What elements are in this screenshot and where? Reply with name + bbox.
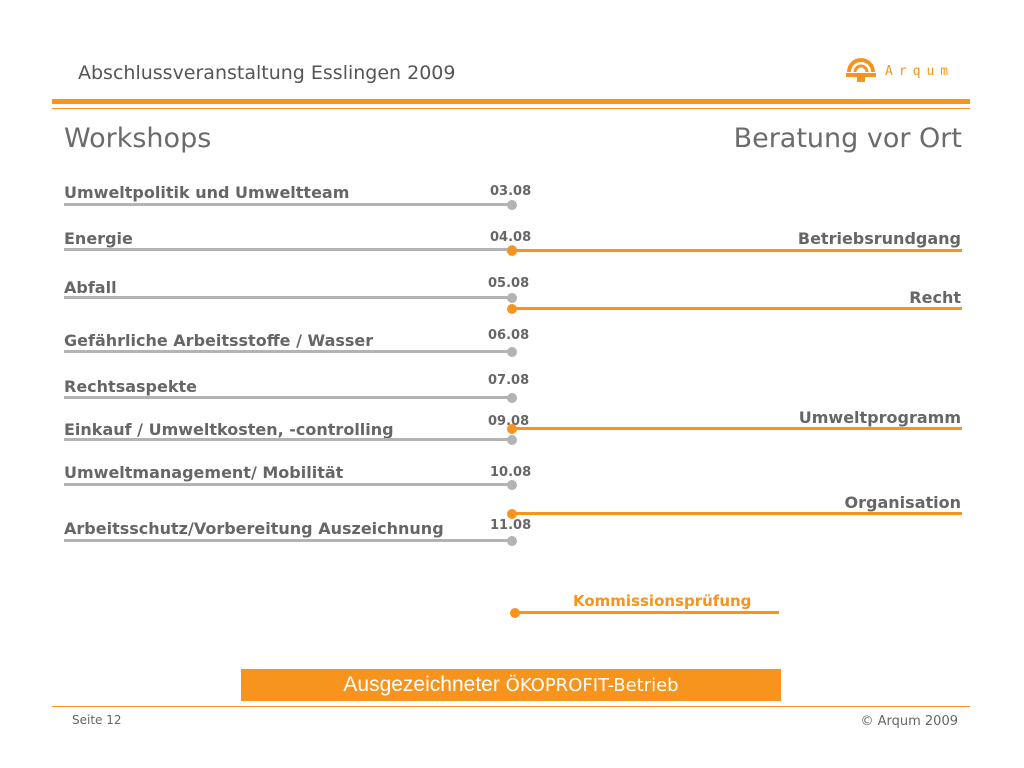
consulting-dot: [507, 304, 517, 314]
workshop-date: 10.08: [490, 465, 532, 480]
workshop-label: Rechtsaspekte: [64, 377, 197, 396]
workshop-line: [64, 483, 512, 486]
consulting-label: Recht: [909, 288, 961, 307]
workshop-line: [64, 539, 512, 542]
consulting-dot: [507, 246, 517, 256]
header-rule-thin: [52, 108, 970, 109]
award-banner: Ausgezeichneter ÖKOPROFIT-Betrieb: [241, 669, 781, 701]
workshop-date: 03.08: [490, 184, 532, 199]
workshop-line: [64, 248, 512, 251]
banner-main-text: Ausgezeichneter: [343, 673, 500, 696]
consulting-label: Umweltprogramm: [798, 408, 961, 427]
consulting-line: [512, 512, 962, 515]
workshop-line: [64, 203, 512, 206]
workshop-dot: [507, 435, 517, 445]
workshop-line: [64, 296, 512, 299]
workshop-date: 11.08: [490, 518, 532, 533]
section-title-consulting: Beratung vor Ort: [733, 123, 962, 154]
workshop-dot: [507, 293, 517, 303]
workshop-label: Umweltmanagement/ Mobilität: [64, 463, 344, 482]
workshop-dot: [507, 200, 517, 210]
workshop-dot: [507, 480, 517, 490]
workshop-label: Arbeitsschutz/Vorbereitung Auszeichnung: [64, 519, 444, 538]
final-step-label: Kommissionsprüfung: [573, 592, 752, 610]
banner-sub-text: ÖKOPROFIT-Betrieb: [505, 675, 679, 696]
arqum-logo-icon: [846, 58, 876, 82]
workshop-label: Umweltpolitik und Umweltteam: [64, 183, 350, 202]
consulting-dot: [507, 424, 517, 434]
workshop-date: 06.08: [488, 328, 530, 343]
consulting-dot: [507, 509, 517, 519]
footer-rule: [52, 706, 970, 707]
workshop-date: 09.08: [488, 414, 530, 429]
workshop-line: [64, 438, 512, 441]
header-rule-thick: [52, 99, 970, 104]
consulting-line: [512, 307, 962, 310]
workshop-date: 07.08: [488, 373, 530, 388]
copyright: © Arqum 2009: [860, 714, 958, 729]
workshop-line: [64, 350, 512, 353]
workshop-label: Einkauf / Umweltkosten, -controlling: [64, 420, 394, 439]
section-title-workshops: Workshops: [64, 123, 212, 154]
workshop-dot: [507, 536, 517, 546]
final-step-dot: [510, 608, 520, 618]
workshop-label: Energie: [64, 229, 133, 248]
consulting-line: [512, 427, 962, 430]
consulting-line: [512, 249, 962, 252]
final-step-line: [515, 611, 779, 614]
consulting-label: Organisation: [844, 493, 961, 512]
workshop-date: 05.08: [488, 276, 530, 291]
workshop-label: Abfall: [64, 278, 117, 297]
workshop-dot: [507, 347, 517, 357]
logo-text: Arqum: [885, 64, 955, 79]
workshop-line: [64, 396, 512, 399]
consulting-label: Betriebsrundgang: [797, 229, 961, 248]
workshop-label: Gefährliche Arbeitsstoffe / Wasser: [64, 331, 374, 350]
workshop-date: 04.08: [490, 230, 532, 245]
arqum-logo: Arqum: [843, 50, 973, 84]
header-title: Abschlussveranstaltung Esslingen 2009: [78, 62, 456, 84]
workshop-dot: [507, 393, 517, 403]
page-number: Seite 12: [72, 713, 122, 727]
